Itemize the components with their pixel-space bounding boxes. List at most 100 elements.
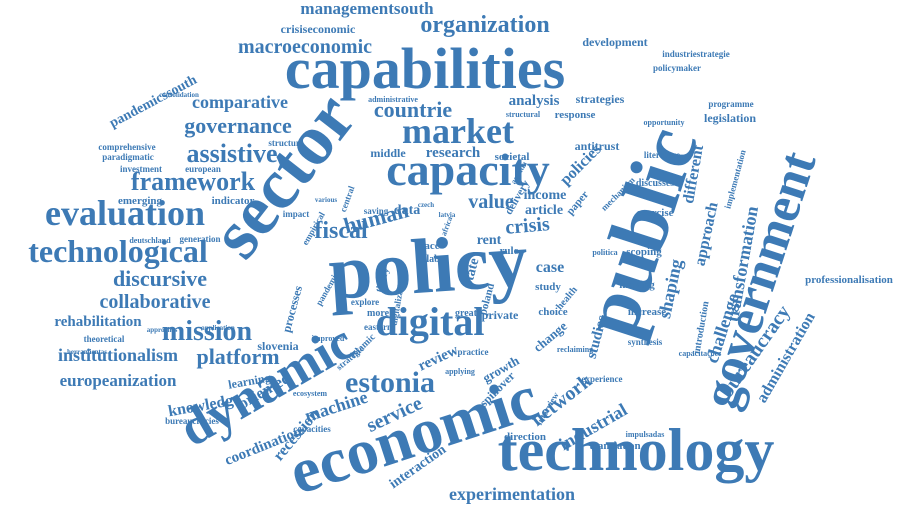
cloud-word: policy [326,215,531,316]
cloud-word: policymaker [653,63,701,73]
cloud-word: estonia [345,366,435,399]
cloud-word: increase [628,306,666,318]
cloud-word: reclaiming [557,345,593,354]
cloud-word: emerging [118,195,162,207]
cloud-word: impulsadas [626,430,665,439]
cloud-word: crisis [504,213,550,239]
cloud-word: societal [495,151,530,163]
cloud-word: comparative [192,92,288,112]
cloud-word: eastern [364,322,392,332]
cloud-word: technology [498,417,775,483]
cloud-word: direction [504,431,546,443]
cloud-word: deutschland [129,236,171,245]
cloud-word: countrie [374,97,452,122]
cloud-word: managementsouth [300,0,434,18]
cloud-word: capacities [293,424,331,434]
cloud-word: great [455,308,478,319]
cloud-word: improved [312,334,345,343]
cloud-word: discursive [113,266,207,291]
cloud-word: indicator [212,195,255,207]
cloud-word: approches [147,326,178,334]
cloud-word: lab [426,254,440,265]
cloud-word: applying [445,367,475,376]
cloud-word: framework [131,167,256,196]
cloud-word: research [426,145,481,161]
cloud-word: antitrust [575,139,620,153]
cloud-word: macroeconomic [238,36,372,58]
cloud-word: capacity [386,144,550,195]
cloud-word: theoretical [84,334,125,344]
cloud-word: practice [458,347,489,357]
cloud-word: structure [268,138,303,148]
cloud-word: technological [28,233,208,269]
cloud-word: making [619,279,655,291]
cloud-word: digital [376,299,485,344]
cloud-word: rent [477,233,502,248]
cloud-word: case [536,259,564,276]
cloud-word: generation [180,234,221,244]
cloud-word: income [524,188,567,203]
cloud-word: impact [283,209,310,219]
cloud-word: scoping [626,246,662,258]
cloud-word: organization [420,12,549,38]
cloud-word: choice [538,306,567,318]
cloud-word: experience [582,374,623,384]
cloud-word: translation [589,440,640,452]
cloud-word: various [315,196,337,204]
cloud-word: evaluation [45,193,205,233]
cloud-word: state [461,257,483,288]
cloud-word: herramientas [67,348,107,356]
cloud-word: capabilities [285,36,565,101]
cloud-word: processes [279,284,305,334]
cloud-word: data [394,203,420,218]
cloud-word: explore [351,297,379,307]
cloud-word: administrative [368,95,418,104]
cloud-word: mission [162,316,253,347]
cloud-word: experimentation [449,484,575,504]
cloud-word: europeanization [60,371,177,390]
cloud-word: paradigmatic [102,152,154,162]
cloud-word: article [525,203,563,218]
cloud-word: capacitações [679,349,722,358]
cloud-word: development [582,35,647,49]
cloud-word: response [555,109,596,121]
cloud-word: literature [644,150,680,160]
cloud-word: implementation [722,149,747,210]
cloud-word: application [201,324,235,332]
cloud-word: european [185,164,221,174]
cloud-word: investment [120,164,162,174]
cloud-word: opportunity [644,118,685,127]
cloud-word: paper [564,189,591,218]
cloud-word: consolidation [159,91,199,99]
cloud-word: more [367,308,390,319]
cloud-word: politica [592,248,617,257]
cloud-word: ecosystem [293,389,328,398]
cloud-word: saving [364,206,389,216]
cloud-word: latvia [439,211,456,219]
cloud-word: discusses [636,178,674,189]
cloud-word: comprehensive [98,142,155,152]
cloud-word: value [468,191,514,213]
cloud-word: institutionalism [58,345,178,365]
cloud-word: industriestrategie [662,49,730,59]
cloud-word: programme [708,99,753,109]
cloud-word: collaborative [99,291,210,313]
cloud-word: legislation [704,111,756,125]
cloud-word: czech [418,201,434,209]
cloud-word: market [402,111,514,151]
cloud-word: analysis [509,93,560,109]
cloud-word: private [482,308,519,322]
cloud-word: study [535,281,561,293]
cloud-word: governance [184,113,292,138]
cloud-word: professionalisation [805,274,893,286]
cloud-word: acc [424,240,439,252]
cloud-word: platform [196,344,279,369]
cloud-word: slovenia [257,339,298,353]
cloud-word: central [338,184,357,213]
cloud-word: approach [692,201,722,268]
cloud-word: structural [506,110,541,119]
cloud-word: assistive [187,139,278,168]
cloud-word: crisiseconomic [281,22,356,36]
